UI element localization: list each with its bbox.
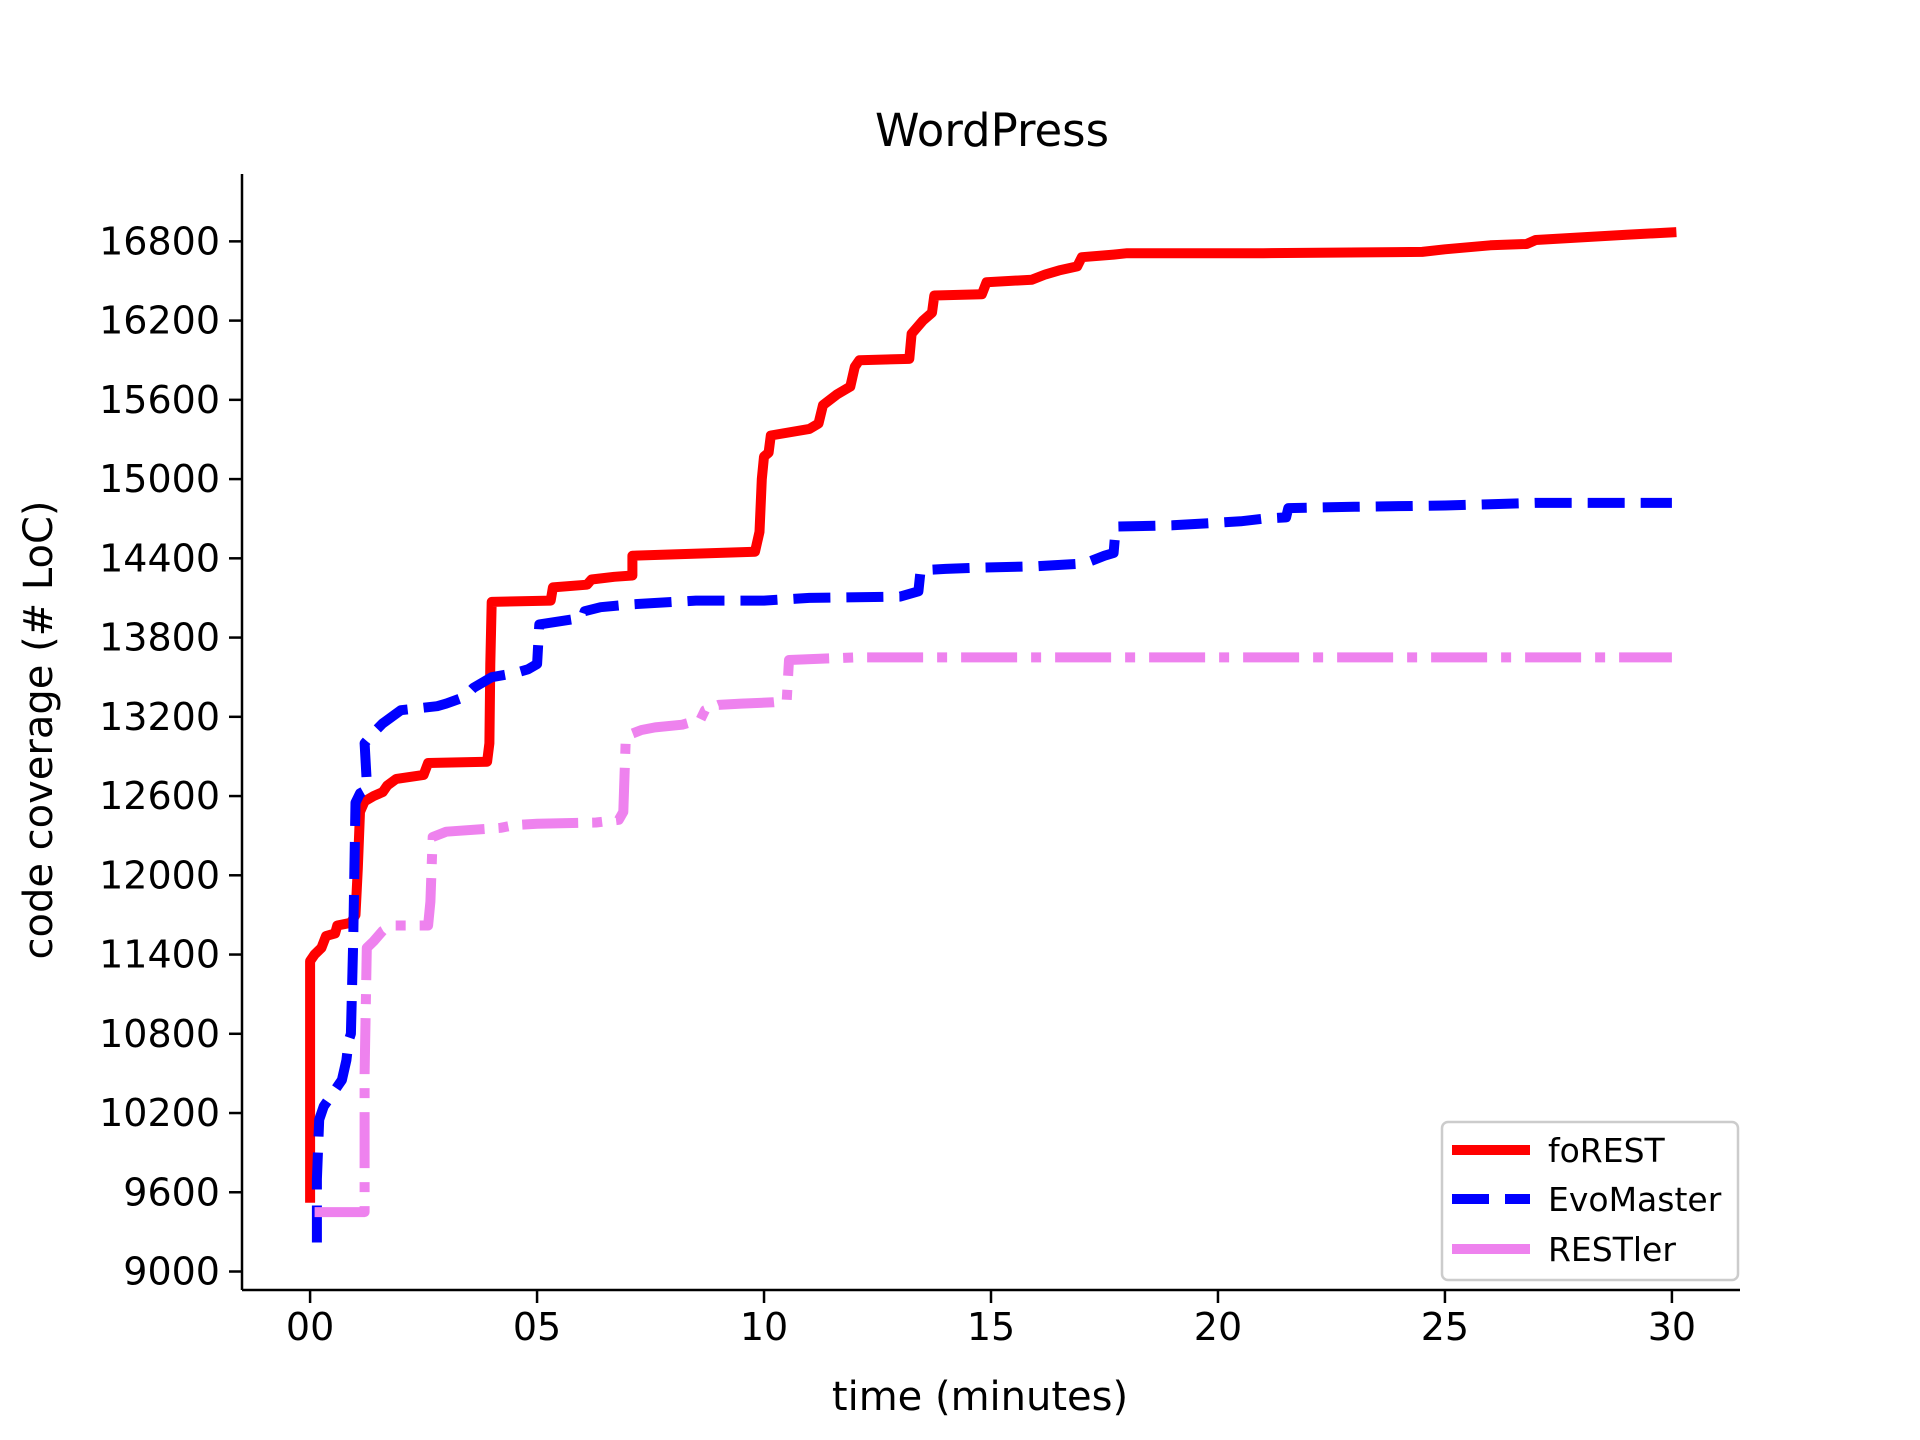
legend-label-forest: foREST xyxy=(1548,1131,1666,1170)
x-tick-label-3: 15 xyxy=(967,1305,1015,1349)
y-tick-label-0: 9000 xyxy=(123,1250,220,1294)
legend-label-restler: RESTler xyxy=(1548,1230,1676,1269)
legend-frame xyxy=(1440,1120,1740,1282)
x-tick-label-5: 25 xyxy=(1421,1305,1469,1349)
y-tick-label-7: 13200 xyxy=(99,695,220,739)
chart-title: WordPress xyxy=(875,104,1109,157)
series-line-restler xyxy=(314,652,1672,1218)
series-line-forest xyxy=(305,227,1677,1203)
x-tick-label-4: 20 xyxy=(1194,1305,1242,1349)
y-tick-label-11: 15600 xyxy=(99,378,220,422)
y-tick-label-12: 16200 xyxy=(99,299,220,343)
y-tick-label-2: 10200 xyxy=(99,1091,220,1135)
y-tick-label-1: 9600 xyxy=(123,1170,220,1214)
legend-label-evomaster: EvoMaster xyxy=(1548,1180,1722,1219)
x-tick-label-2: 10 xyxy=(740,1305,788,1349)
y-tick-label-9: 14400 xyxy=(99,536,220,580)
y-ticks: 9000 9600 10200 10800 11400 12000 12600 13200 13… xyxy=(99,219,242,1294)
series-line-evomaster xyxy=(311,497,1672,1243)
y-tick-label-6: 12600 xyxy=(99,774,220,818)
y-tick-label-8: 13800 xyxy=(99,616,220,660)
legend: foREST EvoMaster RESTler xyxy=(1440,1120,1740,1282)
x-tick-label-0: 00 xyxy=(286,1305,334,1349)
y-tick-label-5: 12000 xyxy=(99,853,220,897)
y-tick-label-10: 15000 xyxy=(99,457,220,501)
x-axis-title: time (minutes) xyxy=(832,1374,1128,1420)
x-tick-label-6: 30 xyxy=(1648,1305,1696,1349)
y-tick-label-13: 16800 xyxy=(99,219,220,263)
y-axis-title: code coverage (# LoC) xyxy=(16,500,62,959)
y-tick-label-4: 11400 xyxy=(99,933,220,977)
x-tick-label-1: 05 xyxy=(513,1305,561,1349)
plot-area xyxy=(305,227,1677,1243)
x-ticks: 00 05 10 15 20 25 30 xyxy=(286,1290,1696,1349)
y-tick-label-3: 10800 xyxy=(99,1012,220,1056)
